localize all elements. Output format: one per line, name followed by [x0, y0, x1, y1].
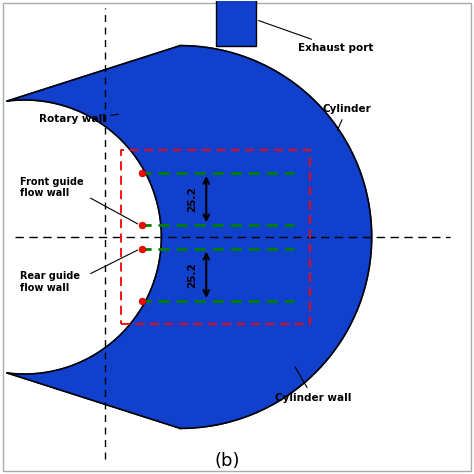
- Text: Cylinder: Cylinder: [322, 104, 371, 130]
- Text: (b): (b): [215, 453, 240, 471]
- Text: Front guide
flow wall: Front guide flow wall: [19, 177, 83, 198]
- Bar: [216, 0, 256, 46]
- Text: Exhaust port: Exhaust port: [258, 20, 374, 53]
- Text: Cylinder wall: Cylinder wall: [275, 367, 351, 403]
- Text: 25.2: 25.2: [187, 186, 197, 212]
- Polygon shape: [7, 46, 372, 428]
- Text: 25.2: 25.2: [187, 262, 197, 288]
- Text: Rear guide
flow wall: Rear guide flow wall: [19, 271, 80, 293]
- Text: Rotary wall: Rotary wall: [38, 114, 118, 124]
